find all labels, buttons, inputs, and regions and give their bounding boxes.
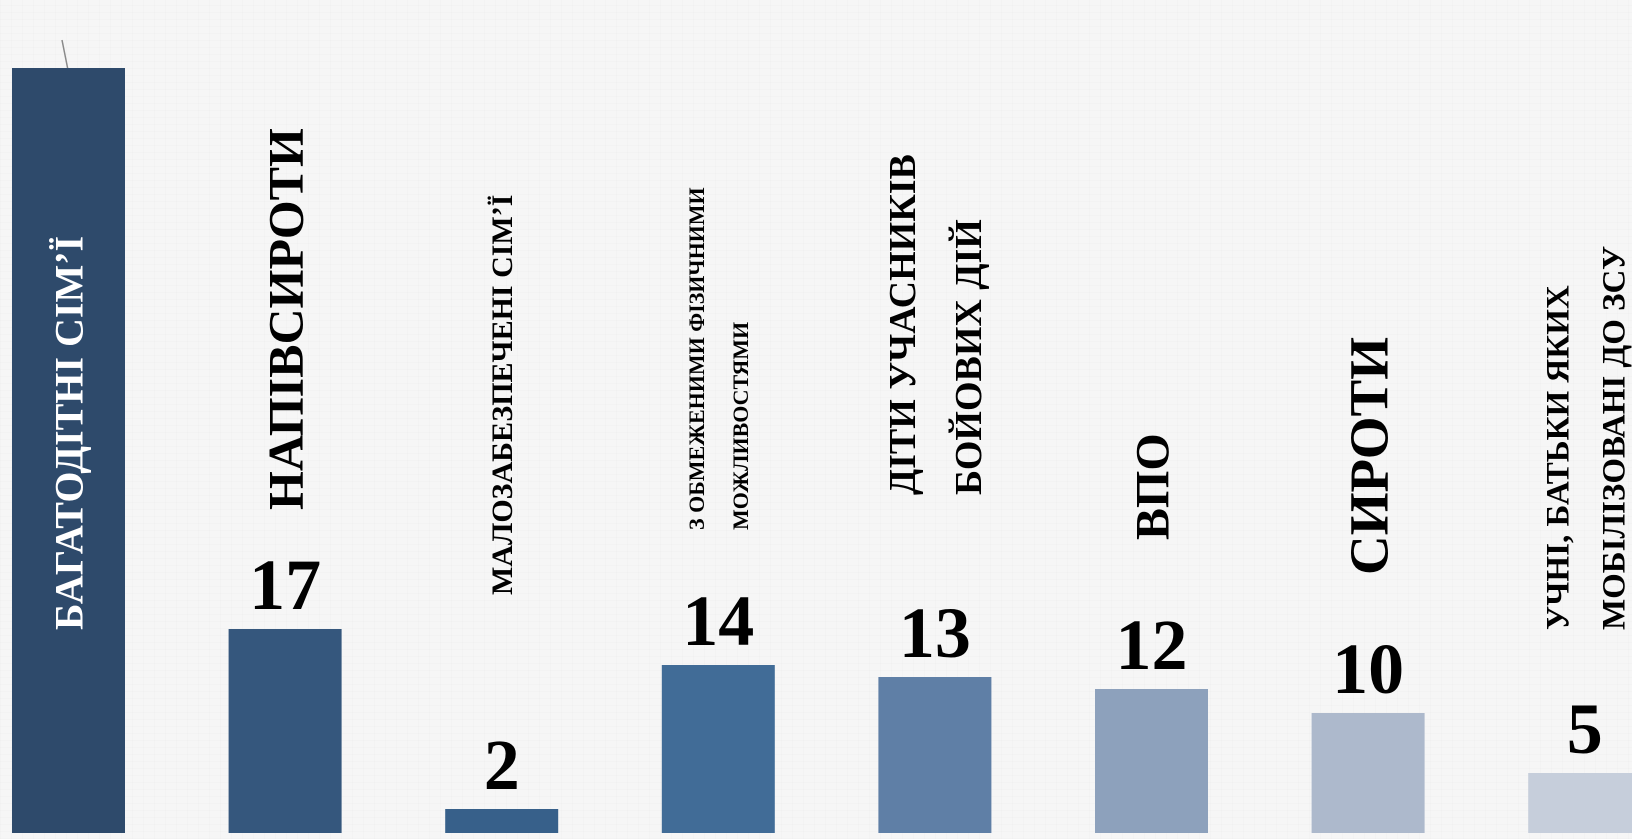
category-label-2: НАПІВСИРОТИ bbox=[258, 128, 314, 510]
value-label-7: 10 bbox=[1332, 629, 1404, 709]
bar-7 bbox=[1311, 713, 1425, 833]
category-label-1: БАГАТОДІТНІ СІМ’Ї bbox=[47, 236, 92, 630]
value-label-2: 17 bbox=[249, 545, 321, 625]
category-label-7: СИРОТИ bbox=[1338, 337, 1399, 575]
category-label-5-line-2: БОЙОВИХ ДІЙ bbox=[948, 219, 990, 495]
value-label-6: 12 bbox=[1116, 605, 1188, 685]
category-label-6: ВПО bbox=[1126, 433, 1179, 540]
connector-line bbox=[61, 39, 69, 71]
category-label-4-line-1: З ОБМЕЖЕНИМИ ФІЗИЧНИМИ bbox=[684, 187, 709, 530]
value-label-3: 2 bbox=[484, 725, 520, 805]
category-label-8-line-1: УЧНІ, БАТЬКИ ЯКИХ bbox=[1540, 285, 1576, 630]
bar-2 bbox=[228, 629, 342, 833]
bars-layer bbox=[12, 68, 1632, 833]
bar-8 bbox=[1528, 773, 1632, 833]
value-label-5: 13 bbox=[899, 593, 971, 673]
bar-5 bbox=[878, 677, 992, 833]
bar-6 bbox=[1095, 689, 1208, 833]
bar-3 bbox=[445, 809, 559, 833]
category-label-3: МАЛОЗАБЕЗПЕЧЕНІ СІМ’Ї bbox=[486, 195, 519, 595]
category-label-4-line-2: МОЖЛИВОСТЯМИ bbox=[728, 322, 753, 530]
value-label-8: 5 bbox=[1567, 689, 1603, 769]
value-label-4: 14 bbox=[682, 581, 754, 661]
labels-layer: БАГАТОДІТНІ СІМ’Ї 17 НАПІВСИРОТИ 2 МАЛОЗАБЕЗ… bbox=[47, 128, 1632, 805]
bar-4 bbox=[661, 665, 775, 833]
category-label-5-line-1: ДІТИ УЧАСНИКІВ bbox=[882, 154, 924, 495]
bar-1 bbox=[12, 68, 125, 833]
category-label-8-line-2: МОБІЛІЗОВАНІ ДО ЗСУ bbox=[1596, 246, 1632, 630]
